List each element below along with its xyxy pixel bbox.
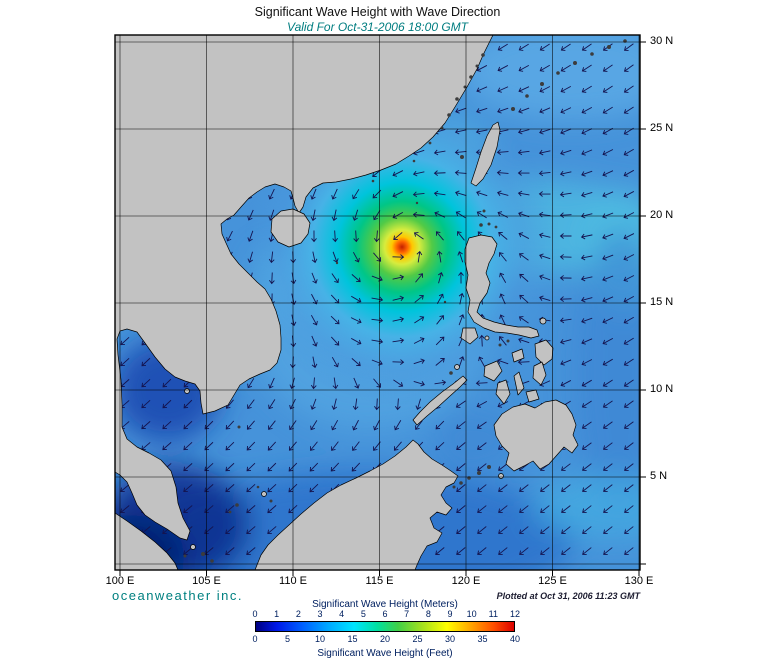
meters-tick: 8 [425, 609, 431, 619]
lon-label: 120 E [451, 575, 481, 587]
land-bohol [525, 389, 540, 403]
valid-time-subtitle: Valid For Oct-31-2006 18:00 GMT [287, 20, 468, 34]
graticule-grid [114, 34, 646, 576]
land-leyte [532, 361, 547, 386]
lat-label: 20 N [650, 209, 674, 221]
meters-tick: 12 [509, 609, 520, 619]
page-title: Significant Wave Height with Wave Direct… [254, 5, 501, 19]
island-natuna [261, 491, 267, 497]
meters-tick: 0 [252, 609, 258, 619]
island-marinduque [484, 335, 490, 341]
meters-tick: 10 [466, 609, 477, 619]
meters-tick: 9 [447, 609, 453, 619]
feet-tick: 5 [284, 634, 290, 644]
colorbar [255, 621, 515, 632]
meters-tick: 3 [317, 609, 323, 619]
lon-label: 110 E [279, 575, 307, 587]
lon-label: 100 E [105, 575, 135, 587]
meters-tick: 2 [295, 609, 301, 619]
meters-tick: 1 [274, 609, 280, 619]
land-taiwan [470, 121, 501, 187]
land-palawan [412, 375, 468, 426]
lon-label: 115 E [365, 575, 394, 587]
land-mindanao [493, 399, 579, 472]
feet-tick: 10 [314, 634, 325, 644]
plotted-timestamp: Plotted at Oct 31, 2006 11:23 GMT [496, 591, 640, 601]
meters-tick: 4 [339, 609, 345, 619]
colorbar-feet-label: Significant Wave Height (Feet) [317, 648, 453, 659]
lon-label: 105 E [192, 575, 221, 587]
lat-label: 15 N [650, 296, 674, 308]
meters-tick: 11 [488, 609, 498, 619]
land-mainland-asia [115, 35, 494, 541]
wave-height-map [114, 34, 646, 576]
land-mindoro [460, 327, 479, 345]
land-negros [495, 379, 511, 405]
land-samar [534, 339, 554, 366]
feet-tick: 15 [347, 634, 358, 644]
small-islands [183, 39, 627, 563]
meters-tick: 6 [382, 609, 388, 619]
lon-label: 130 E [624, 575, 654, 587]
meters-tick: 5 [360, 609, 366, 619]
land-sumatra [115, 512, 179, 570]
land-layer [115, 35, 579, 570]
lat-label: 10 N [650, 383, 674, 395]
island-catanduanes [539, 317, 547, 325]
land-luzon [464, 234, 540, 339]
oceanweather-brand: oceanweather inc. [112, 588, 244, 603]
colorbar-meters-label: Significant Wave Height (Meters) [312, 599, 458, 610]
island-basilan [498, 473, 504, 479]
land-masbate [511, 348, 525, 363]
island-riau [190, 544, 196, 550]
feet-tick: 40 [509, 634, 520, 644]
lat-label: 30 N [650, 35, 674, 47]
feet-tick: 25 [412, 634, 423, 644]
feet-tick: 20 [379, 634, 390, 644]
meters-tick: 7 [404, 609, 410, 619]
lat-label: 25 N [650, 122, 674, 134]
land-borneo [254, 439, 459, 570]
island-calamian [454, 364, 460, 370]
land-cebu [513, 371, 525, 396]
feet-tick: 30 [444, 634, 455, 644]
lat-label: 5 N [650, 470, 668, 482]
land-hainan [270, 208, 311, 248]
feet-tick: 0 [252, 634, 258, 644]
island-phu-quoc [184, 388, 190, 394]
feet-tick: 35 [477, 634, 488, 644]
lon-label: 125 E [538, 575, 567, 587]
land-panay [483, 360, 503, 382]
